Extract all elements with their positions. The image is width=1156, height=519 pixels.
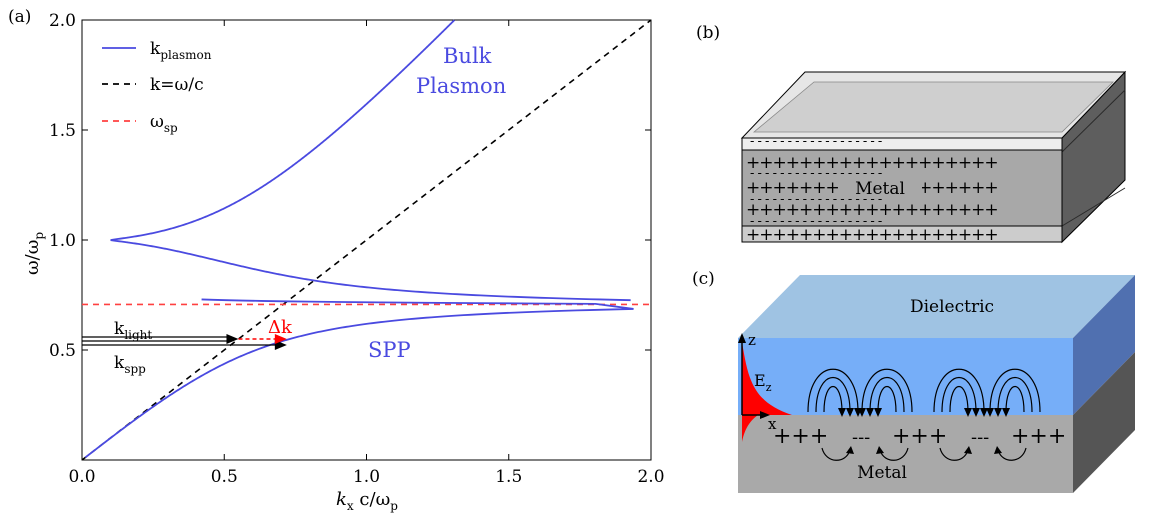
- dielectric-label: Dielectric: [910, 297, 994, 317]
- x-axis-arrowhead: [760, 411, 770, 419]
- x-axis-label-c: x: [768, 415, 777, 433]
- legend-light-label: k=ω/c: [150, 75, 204, 95]
- legend-plasmon-label: kplasmon: [150, 39, 212, 62]
- charges-minus-1: ---: [852, 427, 870, 448]
- slab-side-line: [1061, 187, 1126, 227]
- slab-top-inner: [752, 81, 1114, 133]
- slab-metal-label: Metal: [855, 179, 905, 199]
- k-light-arrowhead: [226, 334, 239, 344]
- charges-plus-1: +++: [773, 424, 828, 449]
- slab-charge-row-6: - - - - - - - - - - - - - - - - - -: [750, 214, 882, 229]
- slab-label-backdrop: [838, 176, 922, 198]
- y-tick-label: 1.0: [49, 231, 76, 251]
- x-tick-label: 0.5: [211, 467, 238, 487]
- panel-label-c: (c): [692, 269, 715, 289]
- x-tick-label: 2.0: [637, 467, 664, 487]
- x-tick-label: 0.0: [68, 467, 95, 487]
- k-light-label: klight: [114, 319, 152, 342]
- y-tick-label: 0.5: [49, 341, 76, 361]
- slab-bottom-layer: [741, 225, 1063, 243]
- slab-charge-row-1: +++++++++++++++++++: [746, 153, 998, 173]
- delta-k-arrowhead: [274, 334, 287, 344]
- charges-plus-3: +++: [1011, 424, 1066, 449]
- field-arrowheads-lower: [846, 446, 1002, 454]
- y-axis-label: ω/ωp: [22, 232, 46, 275]
- field-lines-upper: [807, 368, 1041, 413]
- dielectric-side-face: [1073, 275, 1135, 415]
- light-line: [81, 19, 652, 461]
- slab-side-top-line: [1061, 89, 1126, 153]
- plasmon-label: Plasmon: [416, 74, 506, 98]
- y-ticks: 0.5 1.0 1.5 2.0: [49, 11, 651, 361]
- y-tick-label: 2.0: [49, 11, 76, 31]
- momentum-arrows: [82, 334, 287, 350]
- slab-charge-row-5: +++++++++++++++++++: [746, 200, 998, 220]
- x-tick-label: 1.0: [353, 467, 380, 487]
- legend-sp-label: ωsp: [150, 112, 178, 135]
- metal-label: Metal: [857, 463, 907, 483]
- ez-label: Ez: [754, 371, 772, 394]
- dispersion-chart: 0.0 0.5 1.0 1.5 2.0 0.5 1.0 1.5 2.0 kplasmon k=…: [22, 11, 665, 513]
- x-axis-label: kx c/ωp: [336, 489, 398, 513]
- charges-minus-2: ---: [971, 427, 989, 448]
- field-profile-upper: [742, 342, 792, 415]
- charges-plus-2: +++: [892, 424, 947, 449]
- delta-k-label: Δk: [268, 317, 293, 338]
- spp-label: SPP: [368, 338, 411, 362]
- dielectric-front-face: [738, 338, 1073, 415]
- k-spp-label: kspp: [114, 353, 146, 376]
- slab-charge-row-7: +++++++++++++++++++: [746, 225, 998, 245]
- y-tick-label: 1.5: [49, 121, 76, 141]
- panel-label-b: (b): [696, 23, 720, 43]
- panel-label-a: (a): [8, 7, 31, 27]
- spp-interface-diagram: Dielectric Metal z x Ez: [738, 275, 1135, 493]
- bulk-label: Bulk: [443, 44, 492, 68]
- legend: kplasmon k=ω/c ωsp: [102, 39, 212, 135]
- field-profile-lower: [742, 415, 758, 442]
- x-ticks: 0.0 0.5 1.0 1.5 2.0: [68, 20, 665, 487]
- z-axis-arrowhead: [738, 333, 746, 343]
- metal-side-face: [1073, 352, 1135, 493]
- slab-top-dashes: - - - - - - - - - - - - - - - - - -: [750, 134, 882, 149]
- z-axis-label: z: [748, 331, 756, 349]
- field-arrowheads-upper: [838, 408, 1010, 417]
- x-tick-label: 1.5: [495, 467, 522, 487]
- dielectric-top-face: [738, 275, 1135, 338]
- metal-slab-diagram: - - - - - - - - - - - - - - - - - - ++++…: [740, 70, 1127, 245]
- bulk-plasmon-curve: [110, 19, 631, 302]
- spp-curve: [84, 298, 634, 459]
